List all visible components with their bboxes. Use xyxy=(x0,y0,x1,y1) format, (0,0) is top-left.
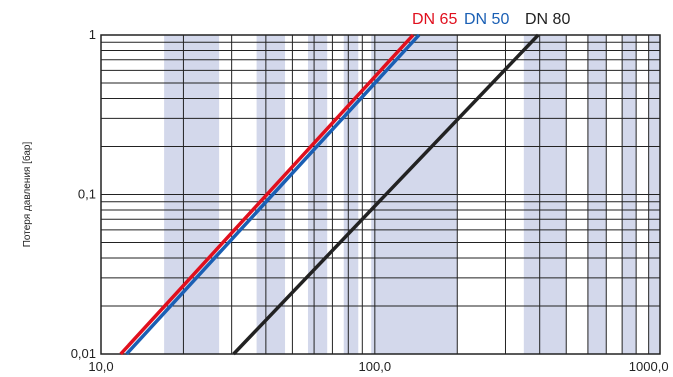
grid-lines xyxy=(101,35,660,354)
legend-label-dn-50: DN 50 xyxy=(464,11,509,28)
legend: DN 65 DN 50 DN 80 xyxy=(412,11,570,28)
legend-label-dn-80: DN 80 xyxy=(525,11,570,28)
plot-frame xyxy=(100,34,661,355)
x-tick-labels: 10,0 100,0 1000,0 xyxy=(88,359,668,374)
legend-label-dn-65: DN 65 xyxy=(412,11,457,28)
x-tick-label: 1000,0 xyxy=(629,359,669,374)
y-tick-label: 0,1 xyxy=(78,187,96,202)
series-line-dn-50 xyxy=(125,33,421,356)
y-tick-labels: 0,01 0,1 1 xyxy=(71,27,96,361)
y-tick-label: 1 xyxy=(89,27,96,42)
x-tick-label: 100,0 xyxy=(359,359,392,374)
series-line-dn-80 xyxy=(232,33,540,356)
series-lines xyxy=(119,33,540,356)
x-tick-label: 10,0 xyxy=(88,359,113,374)
series-line-dn-65 xyxy=(119,33,415,356)
y-tick-label: 0,01 xyxy=(71,346,96,361)
y-axis-label: Потеря давления [бар] xyxy=(21,142,33,248)
